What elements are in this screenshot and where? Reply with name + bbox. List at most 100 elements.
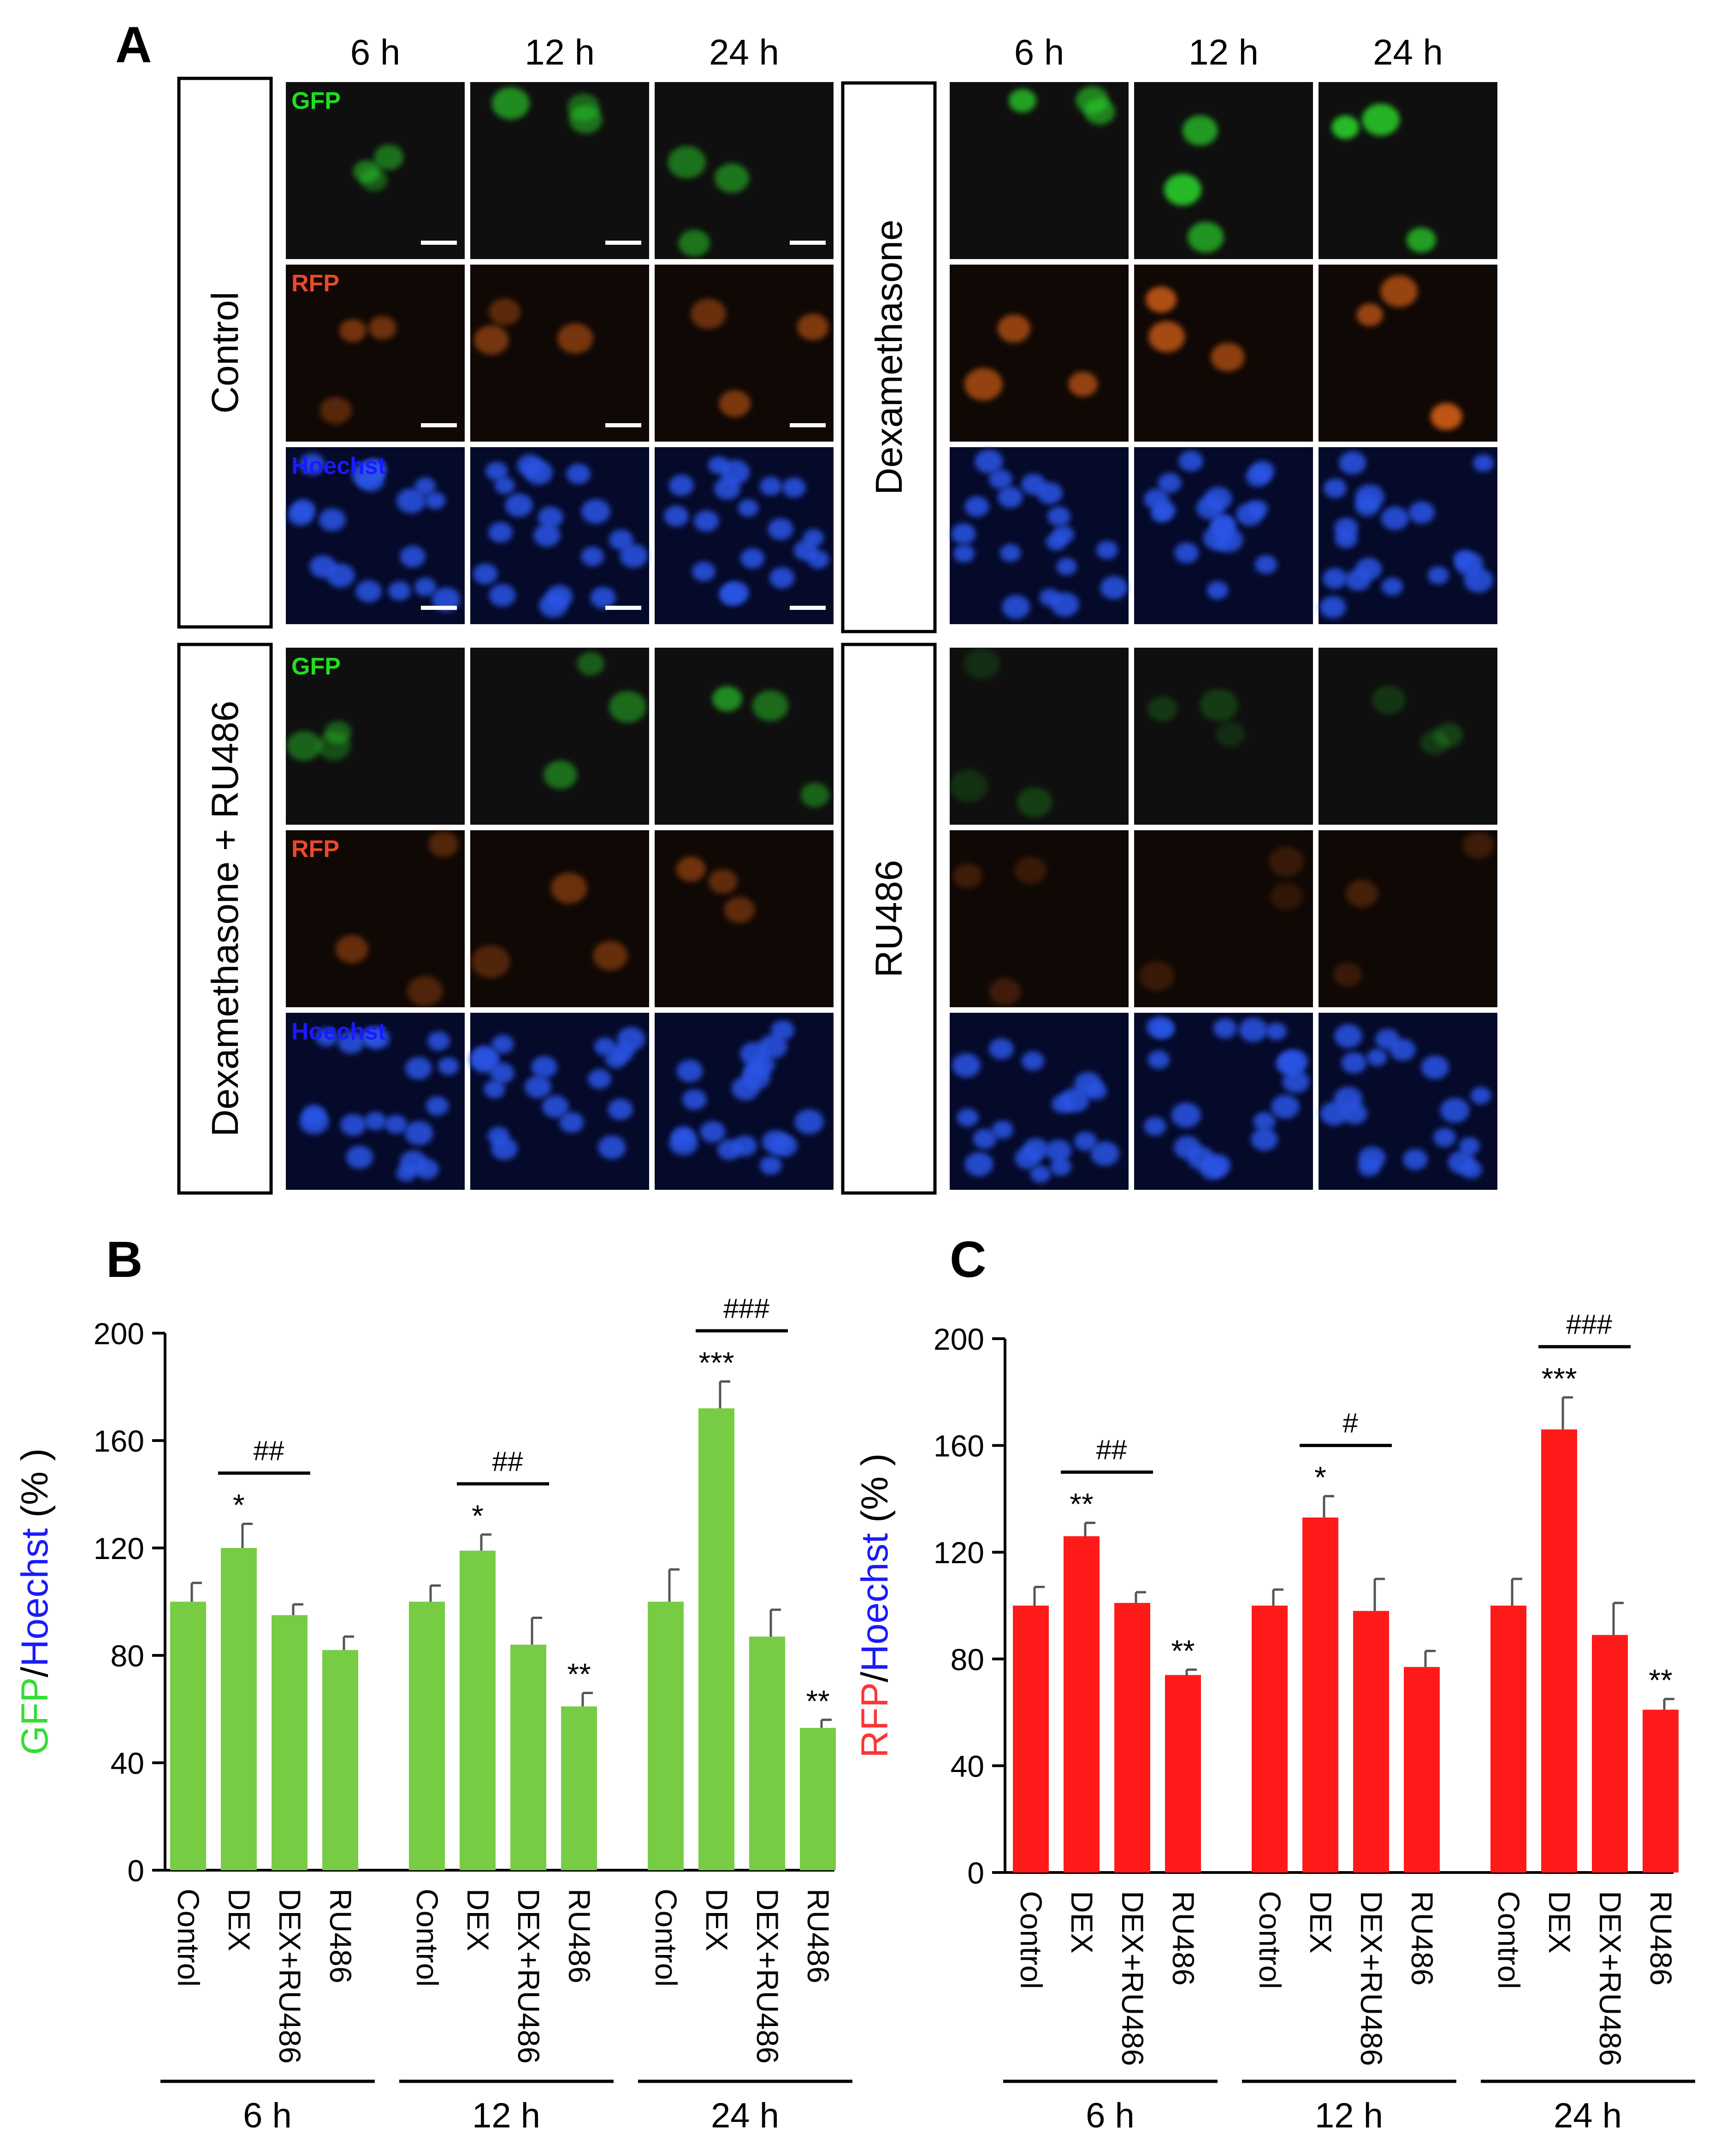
comparison-mark: ### [1566, 1309, 1613, 1340]
y-tick-label: 200 [934, 1322, 984, 1356]
category-label: DEX [1065, 1891, 1099, 1954]
bar [800, 1728, 836, 1870]
scale-bar [421, 241, 457, 245]
condition-box-dex-ru486 [177, 643, 273, 1195]
panel-letter-c: C [950, 1231, 986, 1288]
time-label-right-1: 12 h [1189, 32, 1259, 72]
bar [1353, 1611, 1389, 1872]
scale-bar [790, 241, 826, 245]
significance-mark: ** [1171, 1634, 1195, 1668]
bar [272, 1615, 308, 1870]
micrograph-hoechst [950, 447, 1129, 624]
y-axis-label: GFP/Hoechst (% ) [14, 1448, 56, 1755]
significance-mark: ** [1070, 1487, 1093, 1521]
y-tick-label: 160 [934, 1429, 984, 1463]
y-tick-label: 160 [94, 1424, 144, 1458]
y-axis-label: RFP/Hoechst (% ) [854, 1453, 896, 1758]
category-label: DEX+RU486 [512, 1889, 546, 2064]
micrograph-hoechst [286, 447, 465, 624]
channel-label-hoechst: Hoechst [291, 1018, 386, 1045]
bar [698, 1408, 734, 1870]
y-axis-label-part: GFP [14, 1678, 56, 1755]
micrograph-gfp [1319, 82, 1497, 259]
category-label: DEX [461, 1889, 495, 1951]
scale-bar [605, 423, 641, 427]
micrograph-gfp [286, 82, 465, 259]
group-label: 6 h [243, 2096, 292, 2135]
micrograph-rfp [950, 830, 1129, 1007]
bar [561, 1706, 597, 1870]
group-label: 24 h [1554, 2096, 1622, 2135]
category-label: RU486 [324, 1889, 358, 1983]
category-label: RU486 [1644, 1891, 1678, 1985]
condition-box-ru486 [841, 643, 937, 1195]
category-label: RU486 [1166, 1891, 1200, 1985]
panel-letter-a: A [115, 17, 152, 73]
micrograph-hoechst [1134, 447, 1313, 624]
y-tick-label: 0 [127, 1854, 144, 1888]
comparison-mark: # [1342, 1408, 1358, 1439]
micrograph-hoechst [950, 1013, 1129, 1190]
micrograph-hoechst [655, 1013, 834, 1190]
significance-mark: ** [1649, 1663, 1672, 1697]
micrograph-rfp [470, 830, 649, 1007]
micrograph-gfp [949, 648, 1129, 825]
bar [409, 1601, 445, 1870]
bar [460, 1550, 496, 1870]
micrograph-gfp [1319, 648, 1497, 825]
scale-bar [421, 606, 457, 610]
y-tick-label: 40 [111, 1746, 144, 1780]
y-tick-label: 120 [94, 1531, 144, 1565]
condition-label-dexamethasone: Dexamethasone [868, 219, 910, 495]
significance-mark: ** [806, 1684, 829, 1718]
category-label: RU486 [801, 1889, 835, 1983]
comparison-mark: ## [492, 1446, 523, 1477]
bar [1592, 1635, 1628, 1872]
bar [1302, 1517, 1338, 1872]
significance-mark: * [1314, 1460, 1326, 1494]
bar-chart-rfp: 0 40 80 120 160 200 RFP/Hoechst (% ) Control ** D… [854, 1309, 1695, 2135]
group-label: 24 h [711, 2096, 779, 2135]
micrograph-gfp [470, 82, 649, 259]
category-label: DEX+RU486 [1354, 1891, 1389, 2066]
y-axis-label-part: Hoechst [14, 1528, 56, 1667]
time-label-right-2: 24 h [1373, 32, 1443, 72]
significance-mark: * [472, 1499, 484, 1533]
y-axis-label-part: / [854, 1672, 896, 1682]
category-label: RU486 [1405, 1891, 1439, 1985]
category-label: Control [1492, 1891, 1526, 1989]
bar [1064, 1536, 1100, 1872]
time-label-left-1: 12 h [525, 32, 595, 72]
micrograph-hoechst [470, 447, 649, 624]
category-label: Control [1253, 1891, 1287, 1989]
significance-mark: *** [1541, 1361, 1577, 1395]
bar-chart-gfp: 0 40 80 120 160 200 GFP/Hoechst (% ) Control * DE… [14, 1293, 852, 2135]
y-tick-label: 40 [951, 1749, 984, 1783]
scale-bar [421, 423, 457, 427]
micrograph-rfp [286, 265, 465, 442]
y-axis-label-part: (% ) [14, 1448, 56, 1528]
micrograph-rfp [286, 830, 465, 1007]
group-label: 12 h [1315, 2096, 1383, 2135]
micrograph-hoechst [1134, 1013, 1313, 1190]
bar [648, 1601, 684, 1870]
condition-box-dexamethasone [841, 81, 937, 633]
bar [749, 1636, 785, 1870]
bar [1165, 1675, 1201, 1872]
category-label: Control [410, 1889, 444, 1987]
scale-bar [605, 241, 641, 245]
significance-mark: * [233, 1488, 245, 1522]
condition-box-control [177, 77, 273, 629]
micrograph-gfp [655, 648, 834, 825]
category-label: DEX+RU486 [273, 1889, 307, 2064]
category-label: DEX+RU486 [1116, 1891, 1150, 2066]
y-tick-label: 80 [951, 1642, 984, 1677]
condition-label-dex-ru486: Dexamethasone + RU486 [204, 701, 246, 1137]
bar [322, 1650, 358, 1870]
y-axis-label-part: / [14, 1667, 56, 1678]
category-label: Control [1014, 1891, 1048, 1989]
micrograph-gfp [286, 648, 465, 825]
category-label: DEX+RU486 [751, 1889, 785, 2064]
category-label: RU486 [562, 1889, 597, 1983]
